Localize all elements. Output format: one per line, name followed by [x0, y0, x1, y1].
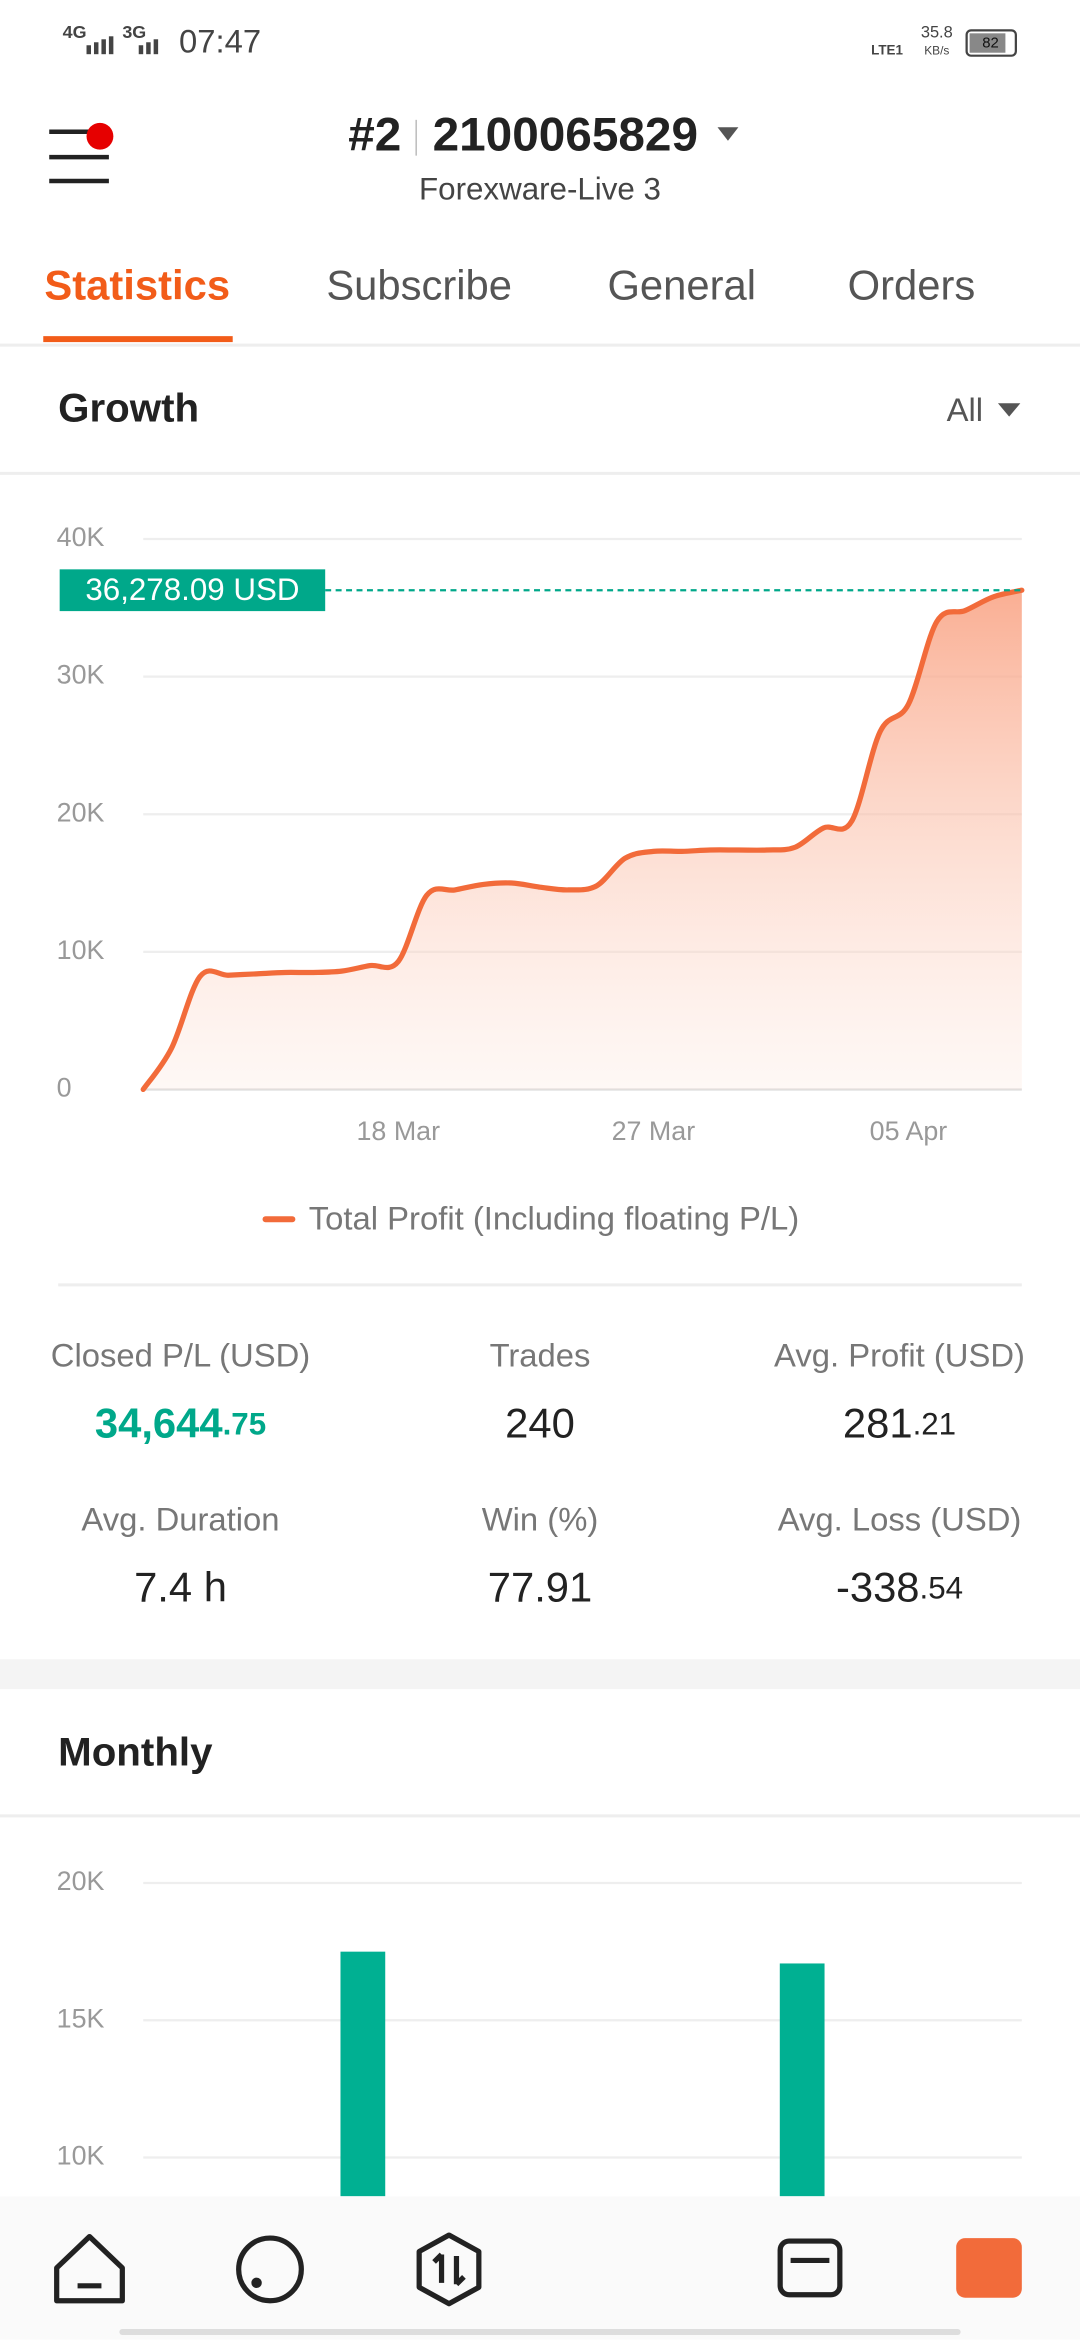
volte-label: LTE1	[871, 43, 903, 58]
bottom-nav	[0, 2196, 1080, 2340]
bar	[779, 1963, 825, 2197]
battery-level	[969, 33, 1006, 53]
stat-value-fraction: .54	[920, 1571, 964, 1606]
signal-icon	[138, 39, 159, 55]
y-tick-label: 10K	[57, 2141, 105, 2171]
network-label: 4G	[63, 22, 87, 42]
nav-feed[interactable]	[236, 2235, 304, 2304]
tab[interactable]: General	[607, 261, 756, 308]
notification-dot	[86, 122, 114, 150]
section-title: Growth	[58, 385, 199, 430]
chart: 0 10K 20K 30K 40K 18 Mar 27 Mar 05 Apr Total Pro…	[57, 522, 1025, 1236]
value-badge-label: 36,278.09 USD	[85, 572, 299, 607]
nav-orders[interactable]	[777, 2238, 843, 2298]
nav-trade[interactable]	[416, 2232, 482, 2307]
nav-background	[0, 2196, 1080, 2340]
y-tick-label: 20K	[57, 1866, 105, 1896]
nav-profile[interactable]	[956, 2238, 1022, 2298]
x-tick-label: 05 Apr	[870, 1116, 948, 1146]
stat-label: Avg. Profit (USD)	[774, 1337, 1025, 1374]
stat-value-whole: 7.4 h	[134, 1564, 227, 1611]
charts: 0 10K 20K 30K 40K 18 Mar 27 Mar 05 Apr Total Pro…	[57, 522, 1025, 2197]
server-name: Forexware-Live 3	[419, 172, 661, 207]
battery-text: 82	[982, 36, 999, 52]
stat-value: 7.4 h	[134, 1564, 227, 1611]
tab[interactable]: Statistics	[44, 261, 230, 308]
stat-value: 34,644.75	[95, 1400, 266, 1447]
y-tick-label: 20K	[57, 797, 105, 827]
x-tick-label: 18 Mar	[357, 1116, 441, 1146]
y-tick-label: 30K	[57, 660, 105, 690]
legend-label: Total Profit (Including floating P/L)	[309, 1199, 799, 1236]
stat-value-whole: 77.91	[488, 1564, 592, 1611]
y-tick-label: 15K	[57, 2003, 105, 2033]
stat-label: Avg. Loss (USD)	[778, 1501, 1022, 1538]
stat-label: Win (%)	[482, 1501, 599, 1538]
dropdown-arrow[interactable]	[717, 127, 739, 141]
clock: 07:47	[179, 22, 261, 59]
chart: 10K 15K 20K	[57, 1866, 1022, 2197]
tab[interactable]: Subscribe	[326, 261, 512, 308]
nav-home[interactable]	[54, 2233, 125, 2304]
period-filter[interactable]: All	[947, 391, 983, 428]
stat-label: Avg. Duration	[81, 1501, 279, 1538]
stat-value-whole: -338	[836, 1564, 920, 1611]
network-label: 3G	[122, 22, 146, 42]
area	[143, 590, 1022, 1090]
stat-value-fraction: .75	[223, 1407, 267, 1442]
x-tick-label: 27 Mar	[612, 1116, 696, 1146]
menu-button[interactable]	[49, 129, 109, 184]
bar	[340, 1951, 386, 2197]
stat-value-whole: 281	[843, 1400, 913, 1447]
stat-label: Trades	[490, 1337, 591, 1374]
signal-icon	[86, 36, 114, 55]
y-tick-label: 0	[57, 1073, 72, 1103]
stat-value-whole: 240	[505, 1400, 575, 1447]
stat-value: 281.21	[843, 1400, 956, 1447]
stat-value: 77.91	[488, 1564, 592, 1611]
home-indicator	[119, 2329, 961, 2336]
stat-value-fraction: .21	[913, 1407, 957, 1442]
stat-value-whole: 34,644	[95, 1400, 223, 1447]
tab-indicator	[43, 336, 233, 343]
y-tick-label: 10K	[57, 935, 105, 965]
section-title: Monthly	[58, 1729, 213, 1774]
account-number-prefix: #2	[348, 108, 401, 161]
dropdown-arrow[interactable]	[997, 403, 1021, 417]
section-gap	[0, 1659, 1080, 1690]
stat-value: -338.54	[836, 1564, 963, 1611]
account-number[interactable]: 2100065829	[433, 108, 698, 161]
y-tick-label: 40K	[57, 522, 105, 552]
tab[interactable]: Orders	[848, 261, 976, 308]
stat-label: Closed P/L (USD)	[51, 1337, 310, 1374]
stat-value: 240	[505, 1400, 575, 1447]
stats: Closed P/L (USD) 34,644.75 Trades 240 Avg. P…	[51, 1337, 1025, 1611]
speed-unit: KB/s	[924, 43, 949, 57]
value-badge	[59, 569, 326, 612]
speed: 35.8	[921, 24, 953, 42]
line	[140, 587, 1025, 1093]
